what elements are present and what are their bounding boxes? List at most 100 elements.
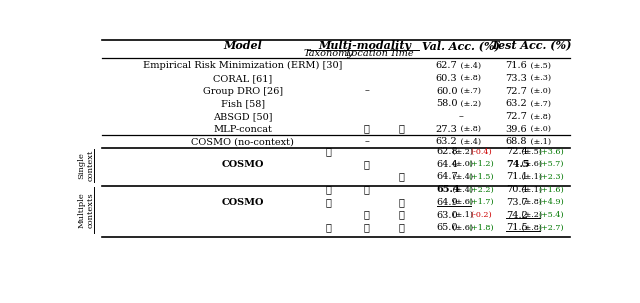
Text: Multiple
contexts: Multiple contexts <box>77 192 95 228</box>
Text: Test Acc. (%): Test Acc. (%) <box>491 40 572 51</box>
Text: Location: Location <box>346 49 388 58</box>
Text: ✓: ✓ <box>325 223 331 232</box>
Text: (±.0): (±.0) <box>528 125 551 133</box>
Text: 64.9: 64.9 <box>436 198 458 207</box>
Text: Val. Acc. (%): Val. Acc. (%) <box>422 40 500 51</box>
Text: (+2.3): (+2.3) <box>538 173 564 181</box>
Text: (±.8): (±.8) <box>458 125 481 133</box>
Text: 58.0: 58.0 <box>436 99 458 108</box>
Text: 63.2: 63.2 <box>506 99 527 108</box>
Text: ✓: ✓ <box>364 125 370 134</box>
Text: (±.8): (±.8) <box>528 112 551 120</box>
Text: (±.6): (±.6) <box>519 160 542 168</box>
Text: (+1.7): (+1.7) <box>468 198 494 206</box>
Text: 68.8: 68.8 <box>506 137 527 146</box>
Text: (±.5): (±.5) <box>519 148 542 155</box>
Text: (±.4): (±.4) <box>449 173 473 181</box>
Text: (±.1): (±.1) <box>528 138 551 146</box>
Text: (±.6): (±.6) <box>449 198 473 206</box>
Text: (±.6): (±.6) <box>449 224 473 232</box>
Text: (+1.2): (+1.2) <box>468 160 494 168</box>
Text: Single
context: Single context <box>77 150 95 181</box>
Text: 71.6: 71.6 <box>506 61 527 70</box>
Text: 27.3: 27.3 <box>436 125 458 134</box>
Text: (±.7): (±.7) <box>528 100 551 108</box>
Text: 62.7: 62.7 <box>436 61 458 70</box>
Text: (±.0): (±.0) <box>528 87 551 95</box>
Text: 74.2: 74.2 <box>506 211 528 219</box>
Text: 65.0: 65.0 <box>436 223 458 232</box>
Text: ✓: ✓ <box>399 223 404 232</box>
Text: 74.5: 74.5 <box>506 160 530 169</box>
Text: 60.3: 60.3 <box>436 74 458 83</box>
Text: –: – <box>459 112 464 121</box>
Text: 72.4: 72.4 <box>506 147 528 156</box>
Text: 73.3: 73.3 <box>506 74 527 83</box>
Text: ✓: ✓ <box>364 185 370 194</box>
Text: 65.4: 65.4 <box>436 185 460 194</box>
Text: ✓: ✓ <box>325 185 331 194</box>
Text: COSMO (no-context): COSMO (no-context) <box>191 137 294 146</box>
Text: (+2.2): (+2.2) <box>468 186 494 194</box>
Text: 64.4: 64.4 <box>436 160 458 169</box>
Text: ✓: ✓ <box>399 172 404 181</box>
Text: (±.7): (±.7) <box>458 87 481 95</box>
Text: COSMO: COSMO <box>221 198 264 207</box>
Text: 71.1: 71.1 <box>506 172 528 181</box>
Text: (±.4): (±.4) <box>458 62 481 70</box>
Text: (±.8): (±.8) <box>458 74 481 82</box>
Text: (±.1): (±.1) <box>449 211 473 219</box>
Text: ✓: ✓ <box>325 198 331 207</box>
Text: 72.7: 72.7 <box>506 87 527 95</box>
Text: 71.5: 71.5 <box>506 223 528 232</box>
Text: ✓: ✓ <box>399 198 404 207</box>
Text: (±.1): (±.1) <box>519 186 542 194</box>
Text: ✓: ✓ <box>325 147 331 156</box>
Text: Taxonomy: Taxonomy <box>303 49 353 58</box>
Text: 63.2: 63.2 <box>436 137 458 146</box>
Text: COSMO: COSMO <box>221 160 264 169</box>
Text: ABSGD [50]: ABSGD [50] <box>213 112 273 121</box>
Text: (+1.5): (+1.5) <box>468 173 494 181</box>
Text: (±.8): (±.8) <box>519 224 542 232</box>
Text: (±.4): (±.4) <box>449 186 473 194</box>
Text: (-0.4): (-0.4) <box>470 148 492 155</box>
Text: (+1.8): (+1.8) <box>468 224 494 232</box>
Text: Time: Time <box>389 49 414 58</box>
Text: (+4.9): (+4.9) <box>538 198 564 206</box>
Text: (±.4): (±.4) <box>458 138 481 146</box>
Text: –: – <box>364 87 369 95</box>
Text: MLP-concat: MLP-concat <box>213 125 272 134</box>
Text: Empirical Risk Minimization (ERM) [30]: Empirical Risk Minimization (ERM) [30] <box>143 61 342 70</box>
Text: ✓: ✓ <box>364 160 370 169</box>
Text: 70.4: 70.4 <box>506 185 528 194</box>
Text: (+2.7): (+2.7) <box>538 224 564 232</box>
Text: 60.0: 60.0 <box>436 87 458 95</box>
Text: 72.7: 72.7 <box>506 112 527 121</box>
Text: 73.7: 73.7 <box>506 198 528 207</box>
Text: (±.0): (±.0) <box>449 160 472 168</box>
Text: (±.8): (±.8) <box>519 198 542 206</box>
Text: (±.3): (±.3) <box>528 74 551 82</box>
Text: CORAL [61]: CORAL [61] <box>213 74 273 83</box>
Text: 62.8: 62.8 <box>436 147 458 156</box>
Text: ✓: ✓ <box>399 125 404 134</box>
Text: Multi-modality: Multi-modality <box>318 40 412 51</box>
Text: (+3.6): (+3.6) <box>538 148 564 155</box>
Text: 64.7: 64.7 <box>436 172 458 181</box>
Text: (±.2): (±.2) <box>449 148 473 155</box>
Text: Model: Model <box>223 40 262 51</box>
Text: (-0.2): (-0.2) <box>470 211 492 219</box>
Text: Group DRO [26]: Group DRO [26] <box>203 87 283 95</box>
Text: 63.0: 63.0 <box>436 211 458 219</box>
Text: (±.2): (±.2) <box>519 211 542 219</box>
Text: (±.2): (±.2) <box>458 100 481 108</box>
Text: –: – <box>364 137 369 146</box>
Text: (+5.7): (+5.7) <box>538 160 564 168</box>
Text: Fish [58]: Fish [58] <box>221 99 265 108</box>
Text: (±.1): (±.1) <box>519 173 542 181</box>
Text: (+5.4): (+5.4) <box>538 211 564 219</box>
Text: ✓: ✓ <box>399 211 404 219</box>
Text: (+1.6): (+1.6) <box>538 186 564 194</box>
Text: (±.5): (±.5) <box>528 62 551 70</box>
